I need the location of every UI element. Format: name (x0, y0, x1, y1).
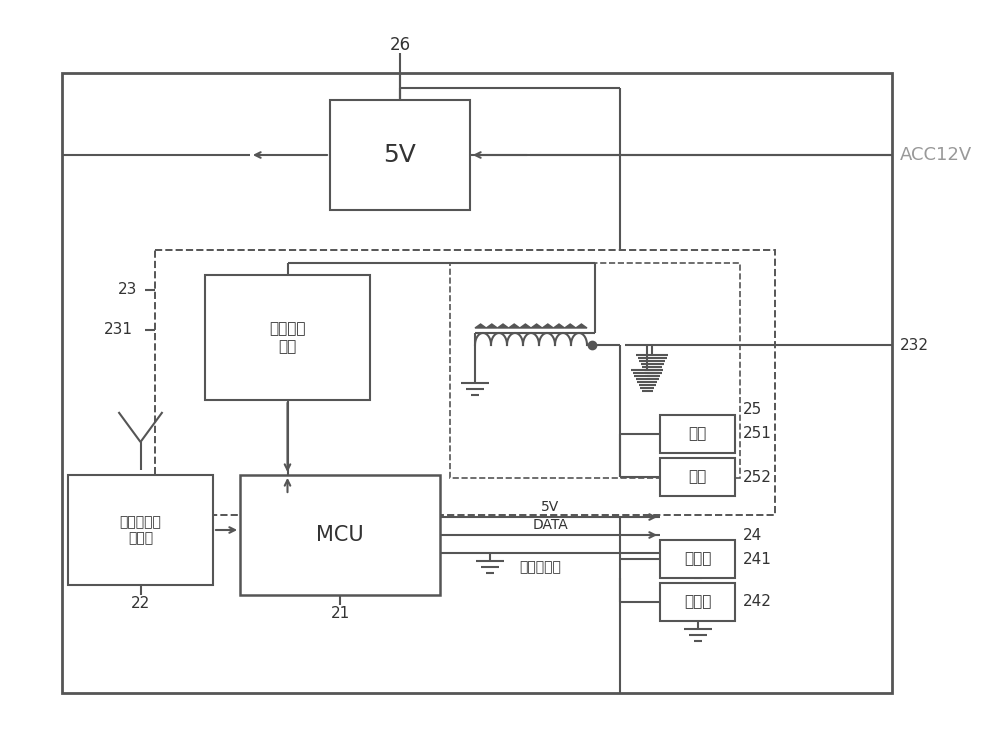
Text: 251: 251 (743, 427, 772, 441)
Bar (330, 100, 470, 210)
Text: 21: 21 (330, 605, 350, 621)
Bar (660, 415, 735, 453)
Bar (450, 263, 740, 478)
Text: 5V: 5V (384, 143, 416, 167)
Text: DATA: DATA (532, 518, 568, 532)
Text: 241: 241 (743, 551, 772, 567)
Bar (205, 275, 370, 400)
Polygon shape (576, 324, 587, 328)
Bar (155, 250, 775, 515)
Text: 5V: 5V (541, 500, 559, 514)
Text: 22: 22 (131, 596, 150, 610)
Text: 刹车: 刹车 (688, 427, 707, 441)
Polygon shape (542, 324, 553, 328)
Text: 252: 252 (743, 469, 772, 485)
Polygon shape (553, 324, 565, 328)
Bar (660, 583, 735, 621)
Polygon shape (475, 324, 486, 328)
Polygon shape (520, 324, 531, 328)
Text: 显示器地线: 显示器地线 (519, 560, 561, 574)
Polygon shape (486, 324, 497, 328)
Bar (660, 458, 735, 496)
Text: 25: 25 (743, 403, 762, 417)
Text: 第一接收无
线模块: 第一接收无 线模块 (120, 515, 161, 545)
Text: 231: 231 (104, 323, 133, 337)
Text: 蜂鸣器: 蜂鸣器 (684, 594, 711, 610)
Text: 无线接收
单元: 无线接收 单元 (269, 321, 306, 354)
Text: 23: 23 (118, 283, 137, 297)
Polygon shape (531, 324, 542, 328)
Bar (660, 540, 735, 578)
Polygon shape (497, 324, 509, 328)
Polygon shape (565, 324, 576, 328)
Text: 24: 24 (743, 528, 762, 542)
Bar (68, 475, 213, 585)
Bar (240, 475, 440, 595)
Bar (62, 73, 892, 693)
Text: MCU: MCU (316, 525, 364, 545)
Text: 26: 26 (389, 36, 411, 54)
Text: 显示器: 显示器 (684, 551, 711, 567)
Polygon shape (509, 324, 520, 328)
Text: 242: 242 (743, 594, 772, 610)
Text: ACC12V: ACC12V (900, 146, 972, 164)
Text: 倒车: 倒车 (688, 469, 707, 485)
Text: 232: 232 (900, 337, 929, 353)
